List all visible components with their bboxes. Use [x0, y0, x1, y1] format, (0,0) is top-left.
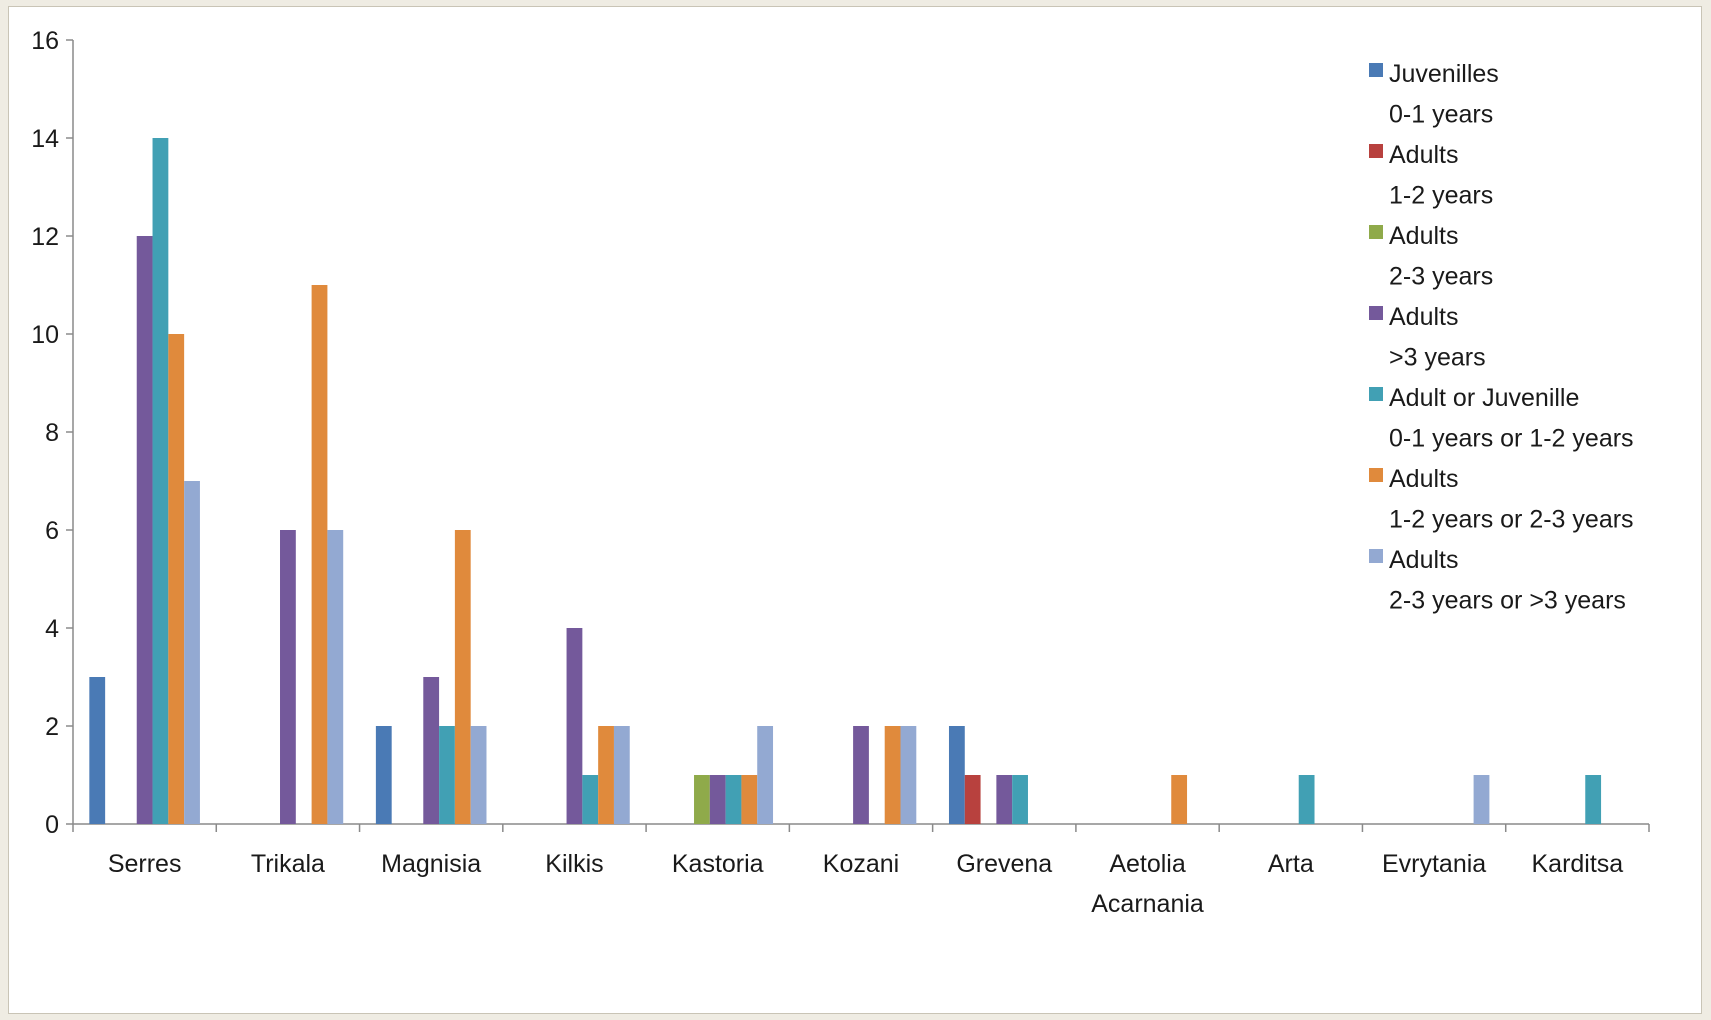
bar [184, 481, 200, 824]
legend-label: 0-1 years or 1-2 years [1389, 425, 1634, 453]
legend-label: 1-2 years or 2-3 years [1389, 506, 1634, 534]
bar [853, 726, 869, 824]
legend-label: Adults [1389, 141, 1458, 169]
bar [598, 726, 614, 824]
x-tick-label: Kozani [823, 850, 899, 878]
x-tick-label: Karditsa [1532, 850, 1624, 878]
bar [694, 775, 710, 824]
bar [964, 775, 981, 824]
x-tick-label: Serres [108, 850, 182, 878]
bar [454, 530, 471, 824]
legend-swatch [1369, 63, 1383, 77]
x-tick-label: Kastoria [672, 850, 764, 878]
bar [582, 775, 599, 824]
bar [613, 726, 630, 824]
bar-chart: 0 2 4 6 8 10 12 14 16 Serres Trikala Magnisia Kilki… [31, 27, 1650, 918]
legend-label: 2-3 years [1389, 263, 1493, 291]
x-tick-label: Evrytania [1382, 850, 1486, 878]
bar [1171, 775, 1188, 824]
chart-frame: 0 2 4 6 8 10 12 14 16 Serres Trikala Magnisia Kilki… [8, 6, 1702, 1014]
x-tick-label: Grevena [956, 850, 1052, 878]
legend-label: 2-3 years or >3 years [1389, 587, 1626, 615]
bar [280, 530, 296, 824]
bar [566, 628, 583, 824]
legend-label: Adult or Juvenille [1389, 384, 1579, 412]
legend-swatch [1369, 144, 1383, 158]
y-tick-label: 14 [31, 125, 59, 153]
bar [327, 530, 344, 824]
bar [423, 677, 440, 824]
y-tick-label: 0 [45, 811, 59, 839]
legend-label: >3 years [1389, 344, 1486, 372]
bar [152, 138, 169, 824]
legend-swatch [1369, 387, 1383, 401]
y-tick-label: 8 [45, 419, 59, 447]
bar [470, 726, 487, 824]
legend-label: Adults [1389, 222, 1458, 250]
legend: Juvenilles 0-1 years Adults 1-2 years Adults… [1369, 60, 1634, 615]
legend-swatch [1369, 306, 1383, 320]
bar [709, 775, 726, 824]
legend-swatch [1369, 225, 1383, 239]
legend-swatch [1369, 549, 1383, 563]
bars [89, 138, 1602, 824]
y-tick-label: 16 [31, 27, 59, 55]
legend-label: 1-2 years [1389, 182, 1493, 210]
y-tick-label: 4 [45, 615, 59, 643]
x-tick-label: Arta [1268, 850, 1314, 878]
legend-label: Adults [1389, 303, 1458, 331]
bar [996, 775, 1013, 824]
bar [900, 726, 917, 824]
y-tick-label: 12 [31, 223, 59, 251]
legend-label: Juvenilles [1389, 60, 1499, 88]
legend-label: Adults [1389, 465, 1458, 493]
legend-swatch [1369, 468, 1383, 482]
x-tick-label: Magnisia [381, 850, 481, 878]
bar [89, 677, 106, 824]
bar [311, 285, 328, 824]
bar [884, 726, 901, 824]
y-tick-label: 10 [31, 321, 59, 349]
x-tick-label: Aetolia [1109, 850, 1186, 878]
bar [168, 334, 185, 824]
bar [741, 775, 758, 824]
bar [725, 775, 742, 824]
x-tick-label: Trikala [251, 850, 325, 878]
bar [948, 726, 965, 824]
x-axis: Serres Trikala Magnisia Kilkis Kastoria Kozan… [72, 823, 1650, 918]
bar [375, 726, 392, 824]
bar [1585, 775, 1602, 824]
y-tick-label: 6 [45, 517, 59, 545]
bar [439, 726, 455, 824]
legend-label: Adults [1389, 546, 1458, 574]
x-tick-label: Acarnania [1091, 890, 1204, 918]
bar [757, 726, 774, 824]
x-tick-label: Kilkis [545, 850, 603, 878]
bar [1012, 775, 1028, 824]
legend-label: 0-1 years [1389, 101, 1493, 129]
y-tick-label: 2 [45, 713, 59, 741]
y-axis: 0 2 4 6 8 10 12 14 16 [31, 27, 74, 839]
bar [136, 236, 153, 824]
bar [1473, 775, 1490, 824]
bar [1298, 775, 1315, 824]
